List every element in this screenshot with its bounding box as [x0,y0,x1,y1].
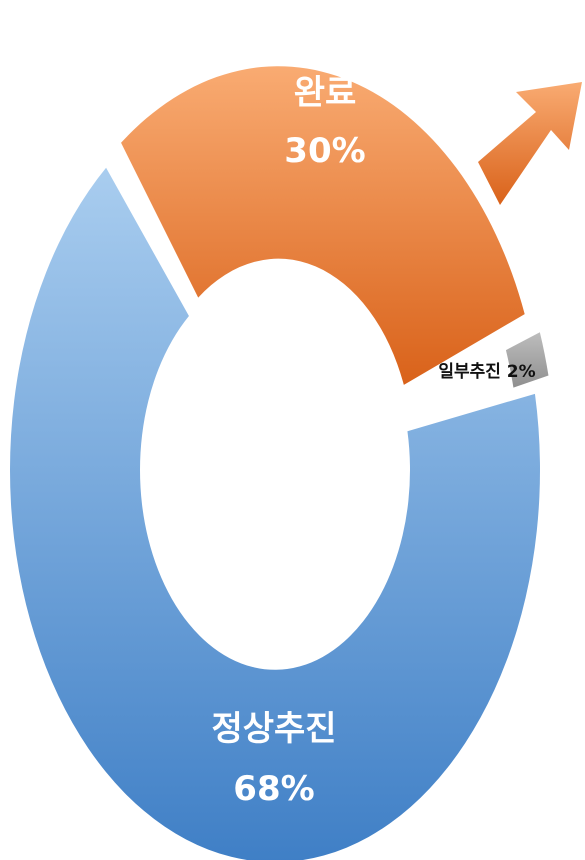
slice-partial [505,332,549,388]
growth-arrow-icon [478,82,582,205]
label-normal-name: 정상추진 [211,709,336,749]
label-done-name: 완료 [294,73,357,113]
label-done-value: 30% [284,131,365,171]
slice-done [121,66,525,385]
label-partial: 일부추진 2% [438,362,535,382]
slice-normal [10,167,540,860]
label-normal-value: 68% [233,769,314,809]
